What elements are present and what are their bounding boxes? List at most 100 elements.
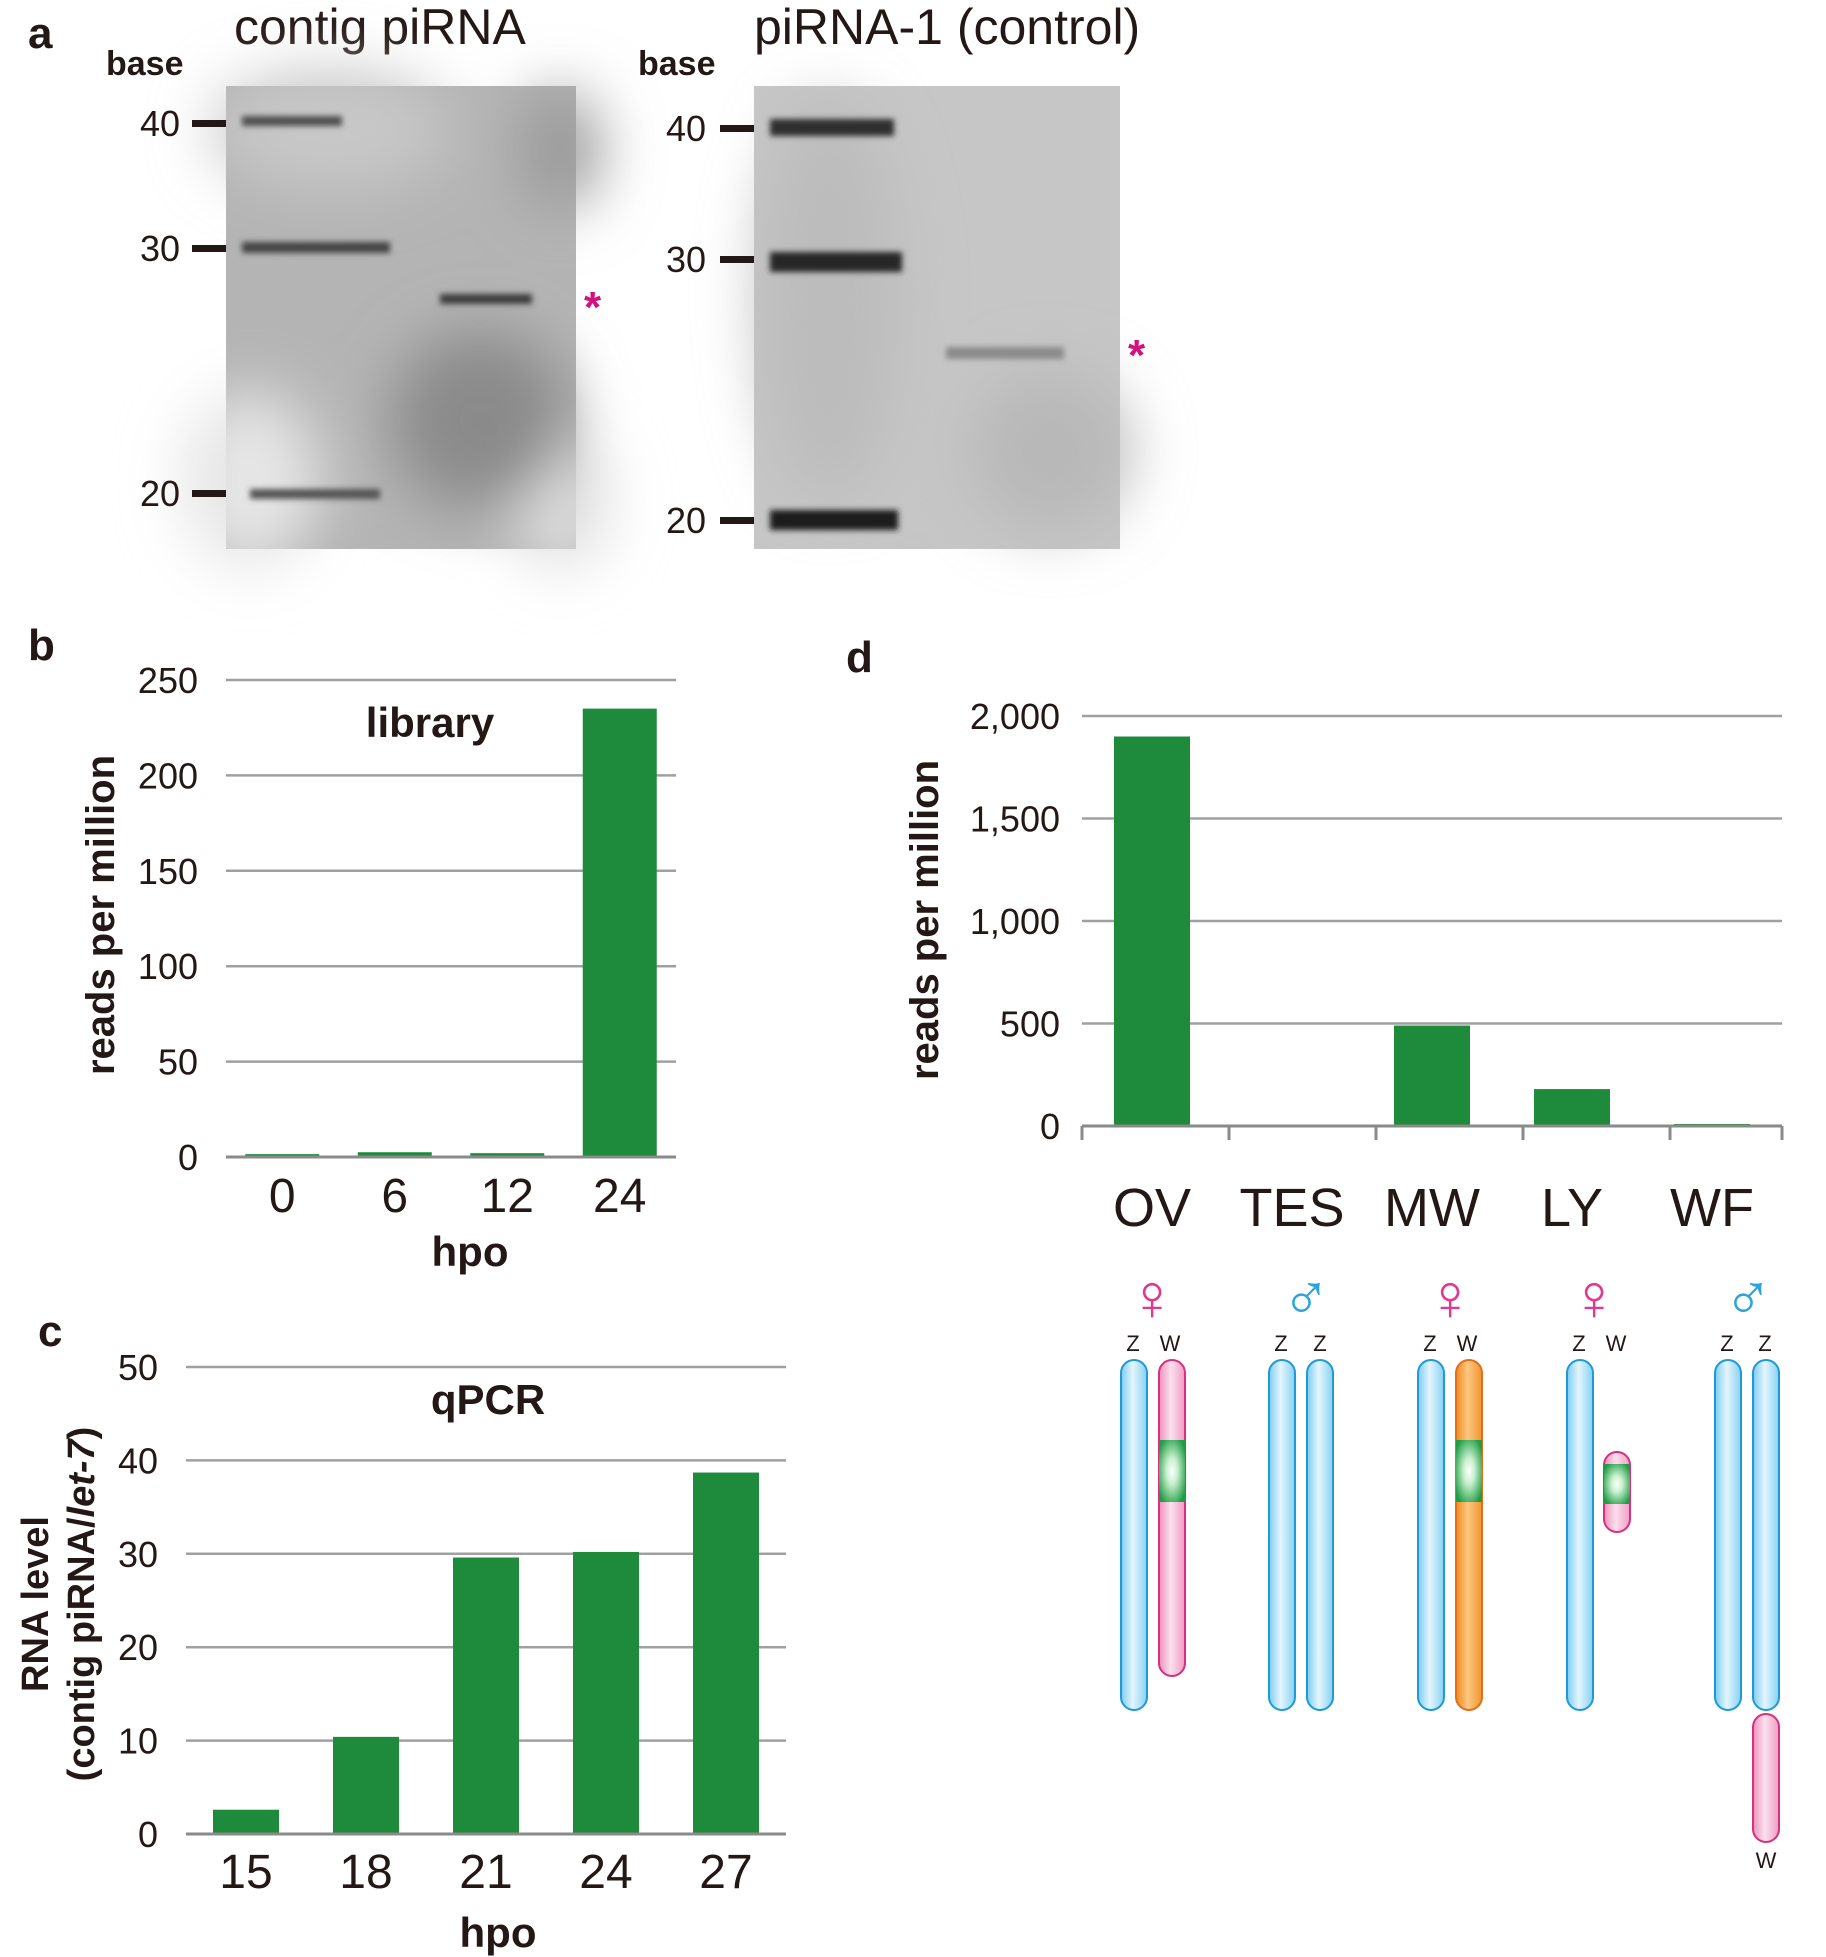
x-axis-label: hpo — [432, 1228, 509, 1275]
karyotype-ly: ♀ Z W — [1566, 1260, 1631, 1711]
x-tick-label: 18 — [339, 1846, 392, 1899]
x-tick-labels: 15 18 21 24 27 — [219, 1846, 752, 1899]
z-chromosome — [1306, 1359, 1334, 1711]
y-tick-label: 1,000 — [970, 901, 1060, 942]
band-asterisk: * — [584, 283, 602, 332]
x-tick-label: 6 — [381, 1170, 408, 1223]
w-chromosome-translocated — [1455, 1359, 1483, 1711]
z-chromosome — [1417, 1359, 1445, 1711]
z-chromosome — [1714, 1359, 1742, 1711]
x-tick-label: 21 — [459, 1846, 512, 1899]
ladder-band-40 — [770, 119, 894, 136]
bar-24 — [573, 1551, 639, 1834]
y-tick-label: 30 — [118, 1534, 158, 1575]
y-tick-label: 150 — [138, 851, 198, 892]
chrom-label-2: W — [1160, 1331, 1181, 1356]
panel-letter-d: d — [846, 633, 873, 682]
y-tick-label: 100 — [138, 946, 198, 987]
x-tick-label: 27 — [699, 1846, 752, 1899]
y-tick-labels: 0 500 1,000 1,500 2,000 — [970, 696, 1060, 1147]
y-tick-label: 250 — [138, 660, 198, 701]
y-tick-label: 0 — [178, 1137, 198, 1178]
chrom-label-1: Z — [1126, 1331, 1139, 1356]
x-tick-label: LY — [1541, 1178, 1603, 1238]
y-tick-label: 500 — [1000, 1003, 1060, 1044]
w-fragment-fused — [1752, 1713, 1780, 1843]
panel-letter-a: a — [28, 9, 53, 58]
ladder-band-30 — [242, 242, 390, 253]
sex-symbol: ♂ — [1281, 1260, 1331, 1334]
x-tick-label: 24 — [593, 1170, 646, 1223]
sex-symbol: ♀ — [1569, 1260, 1619, 1334]
bar-21 — [453, 1557, 519, 1834]
bar-6 — [357, 1152, 432, 1157]
marker-tick-20 — [192, 490, 226, 497]
chart-title: qPCR — [431, 1376, 545, 1423]
marker-label-30: 30 — [140, 228, 180, 269]
y-tick-label: 20 — [118, 1627, 158, 1668]
z-chromosome — [1120, 1359, 1148, 1711]
chart-library: 0 50 100 150 200 250 0 6 12 24 library hpo reads… — [79, 660, 676, 1275]
w-fragment-label: W — [1756, 1848, 1777, 1873]
chrom-label-2: Z — [1758, 1331, 1771, 1356]
karyotype-mw: ♀ Z W — [1417, 1260, 1483, 1711]
marker-label-40: 40 — [666, 108, 706, 149]
bar-15 — [213, 1809, 279, 1834]
ladder-bands — [242, 116, 390, 499]
x-tick-label: MW — [1384, 1178, 1480, 1238]
bar-ov — [1114, 736, 1190, 1126]
y-tick-label: 50 — [118, 1347, 158, 1388]
x-tick-label: 0 — [269, 1170, 296, 1223]
chrom-label-2: Z — [1313, 1331, 1326, 1356]
y-tick-labels: 0 50 100 150 200 250 — [138, 660, 198, 1178]
blot-title: contig piRNA — [234, 0, 526, 55]
panel-letter-c: c — [38, 1307, 62, 1356]
y-axis-label-line1: RNA level — [15, 1516, 57, 1692]
karyotype-tes: ♂ Z Z — [1268, 1260, 1334, 1711]
y-tick-label: 50 — [158, 1042, 198, 1083]
marker-ticks — [192, 120, 226, 497]
chart-tissues: 0 500 1,000 1,500 2,000 OV TES MW LY WF reads pe… — [903, 696, 1784, 1238]
marker-tick-20 — [720, 517, 754, 524]
ladder-band-20 — [250, 489, 380, 499]
size-axis-label: base — [106, 45, 184, 83]
panel-letter-b: b — [28, 621, 55, 670]
y-axis-label: reads per million — [79, 755, 123, 1075]
blot-membrane — [754, 86, 1130, 549]
y-tick-label: 40 — [118, 1440, 158, 1481]
bar-ly — [1534, 1089, 1610, 1126]
sex-symbol: ♀ — [1127, 1260, 1177, 1334]
marker-tick-30 — [720, 256, 754, 263]
pirna-locus — [1456, 1440, 1482, 1502]
chrom-label-1: Z — [1572, 1331, 1585, 1356]
x-axis-ticks — [1080, 1126, 1784, 1140]
band-asterisk: * — [1128, 331, 1146, 380]
blot-pirna-1-control: piRNA-1 (control) base 40 30 20 * — [638, 0, 1146, 549]
y-tick-labels: 0 10 20 30 40 50 — [118, 1347, 158, 1855]
y-label-prefix: (contig piRNA/ — [61, 1517, 103, 1781]
grid-lines — [1082, 714, 1782, 1025]
ladder-bands — [770, 119, 902, 530]
marker-label-20: 20 — [666, 500, 706, 541]
z-chromosome — [1566, 1359, 1594, 1711]
bars — [213, 1472, 759, 1834]
x-tick-label: TES — [1239, 1178, 1344, 1238]
z-chromosome — [1752, 1359, 1780, 1711]
bar-27 — [693, 1472, 759, 1834]
y-axis-label: reads per million — [903, 760, 947, 1080]
marker-tick-40 — [192, 120, 226, 127]
marker-tick-40 — [720, 125, 754, 132]
karyotype-diagram: ♀ Z W ♂ Z Z ♀ Z W ♀ Z W — [1120, 1260, 1780, 1873]
y-label-suffix: ) — [61, 1427, 103, 1440]
target-band — [440, 294, 532, 304]
chart-qpcr: 0 10 20 30 40 50 15 18 21 24 27 qPCR hpo RNA leve… — [15, 1347, 786, 1956]
x-tick-label: OV — [1113, 1178, 1191, 1238]
marker-label-40: 40 — [140, 103, 180, 144]
x-tick-labels: 0 6 12 24 — [269, 1170, 647, 1223]
z-chromosome — [1268, 1359, 1296, 1711]
chart-title: library — [366, 699, 495, 746]
w-chromosome — [1158, 1359, 1186, 1677]
chrom-label-2: W — [1606, 1331, 1627, 1356]
x-tick-label: 12 — [481, 1170, 534, 1223]
